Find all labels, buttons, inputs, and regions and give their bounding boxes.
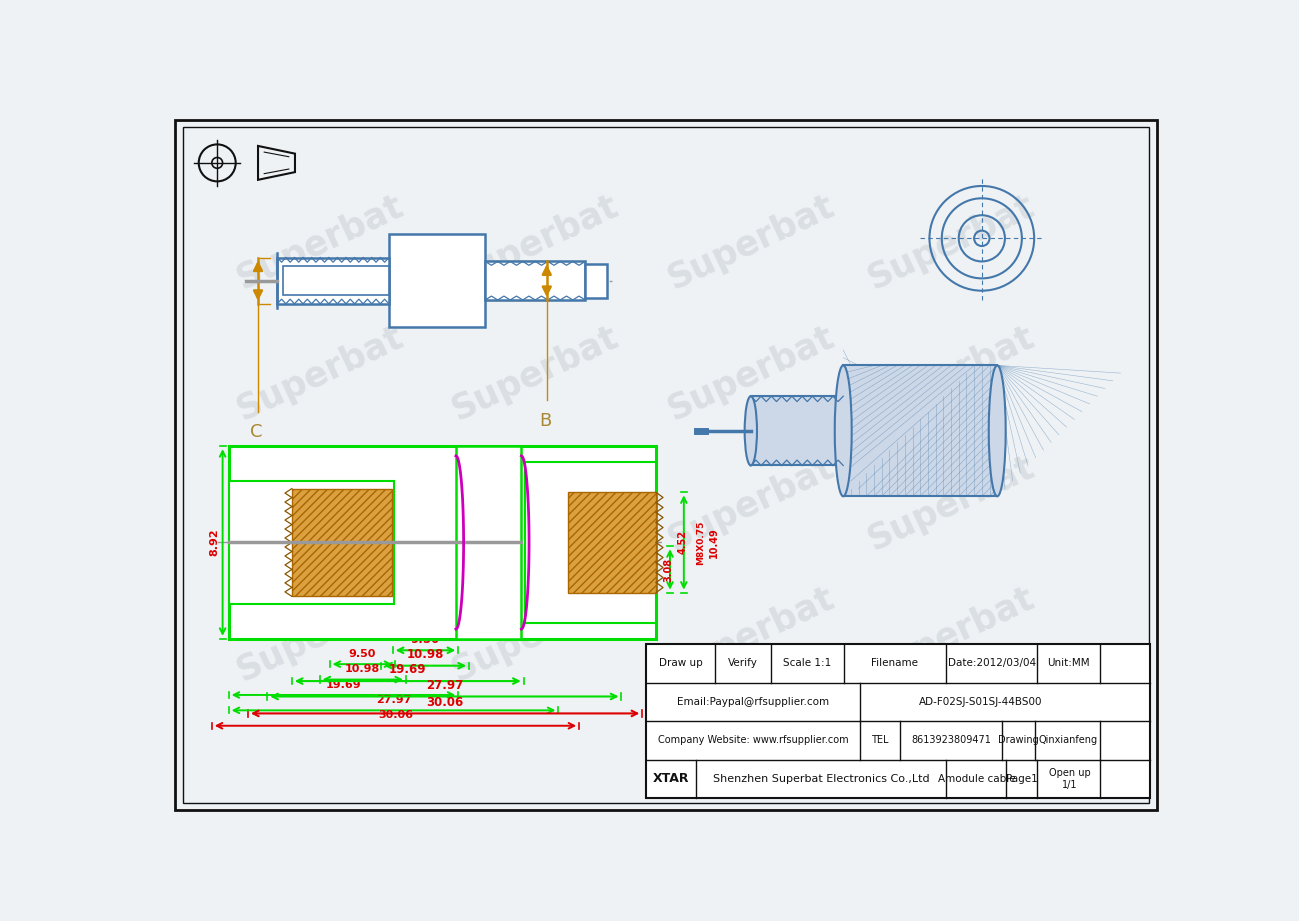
Bar	[568, 493, 656, 592]
Bar	[388, 235, 485, 327]
Text: Shenzhen Superbat Electronics Co.,Ltd: Shenzhen Superbat Electronics Co.,Ltd	[713, 774, 930, 784]
Ellipse shape	[835, 366, 852, 496]
Text: 10.98: 10.98	[407, 648, 444, 661]
Bar	[751, 396, 843, 465]
Text: 8613923809471: 8613923809471	[911, 735, 991, 745]
Bar	[292, 488, 392, 597]
Text: Superbat: Superbat	[863, 581, 1040, 688]
Bar	[277, 258, 388, 304]
Text: Draw up: Draw up	[659, 659, 703, 669]
Text: Filename: Filename	[872, 659, 918, 669]
Text: Superbat: Superbat	[662, 320, 839, 426]
Text: Page1: Page1	[1005, 774, 1038, 784]
Bar	[646, 644, 1151, 799]
Text: Email:Paypal@rfsupplier.com: Email:Paypal@rfsupplier.com	[677, 697, 829, 707]
Text: Superbat: Superbat	[231, 450, 408, 557]
Text: 4.52: 4.52	[678, 530, 687, 554]
Text: Superbat: Superbat	[662, 581, 839, 688]
Text: Verify: Verify	[729, 659, 759, 669]
Text: Scale 1:1: Scale 1:1	[783, 659, 831, 669]
Text: 19.69: 19.69	[326, 680, 361, 690]
Bar	[283, 266, 388, 296]
Text: Superbat: Superbat	[231, 320, 408, 426]
Bar	[586, 263, 607, 297]
Text: 10.49: 10.49	[708, 527, 718, 558]
Text: Superbat: Superbat	[447, 581, 624, 688]
Text: Date:2012/03/04: Date:2012/03/04	[948, 659, 1035, 669]
Text: 27.97: 27.97	[375, 695, 412, 705]
Text: Superbat: Superbat	[447, 189, 624, 296]
Bar	[843, 366, 998, 496]
Text: Superbat: Superbat	[662, 450, 839, 557]
Text: Superbat: Superbat	[863, 320, 1040, 426]
Bar	[485, 262, 586, 300]
Text: Superbat: Superbat	[231, 581, 408, 688]
Text: Superbat: Superbat	[863, 450, 1040, 557]
Text: Superbat: Superbat	[662, 189, 839, 296]
Text: Amodule cable: Amodule cable	[938, 774, 1016, 784]
Text: AD-F02SJ-S01SJ-44BS00: AD-F02SJ-S01SJ-44BS00	[918, 697, 1042, 707]
Text: Superbat: Superbat	[231, 189, 408, 296]
Text: 8.92: 8.92	[209, 529, 220, 556]
Text: 19.69: 19.69	[388, 663, 426, 676]
Text: 4.50: 4.50	[233, 529, 243, 556]
Text: Unit:MM: Unit:MM	[1047, 659, 1090, 669]
Bar	[229, 447, 656, 639]
Text: Drawing: Drawing	[998, 735, 1038, 745]
Text: TEL: TEL	[872, 735, 889, 745]
Text: Company Website: www.rfsupplier.com: Company Website: www.rfsupplier.com	[657, 735, 848, 745]
Text: 9.50: 9.50	[410, 633, 440, 646]
Text: 9.50: 9.50	[348, 648, 375, 659]
Text: Qinxianfeng: Qinxianfeng	[1038, 735, 1098, 745]
Text: XTAR: XTAR	[652, 773, 688, 786]
Bar	[229, 481, 395, 604]
Text: 10.98: 10.98	[346, 664, 381, 674]
Text: 3.08: 3.08	[664, 557, 674, 581]
Text: M8X0.75: M8X0.75	[696, 520, 705, 565]
Text: Superbat: Superbat	[447, 450, 624, 557]
Text: Superbat: Superbat	[447, 320, 624, 426]
Text: 30.06: 30.06	[378, 710, 413, 720]
Ellipse shape	[744, 396, 757, 465]
Text: Superbat: Superbat	[863, 189, 1040, 296]
Text: 27.97: 27.97	[426, 679, 462, 692]
Text: 1/4-36UNS-2A: 1/4-36UNS-2A	[233, 507, 240, 577]
Bar	[456, 447, 521, 639]
Ellipse shape	[989, 366, 1005, 496]
Bar	[525, 461, 656, 624]
Text: 30.06: 30.06	[426, 695, 464, 709]
Text: B: B	[539, 412, 551, 429]
Text: Open up
1/1: Open up 1/1	[1048, 768, 1090, 789]
Text: C: C	[251, 423, 262, 441]
